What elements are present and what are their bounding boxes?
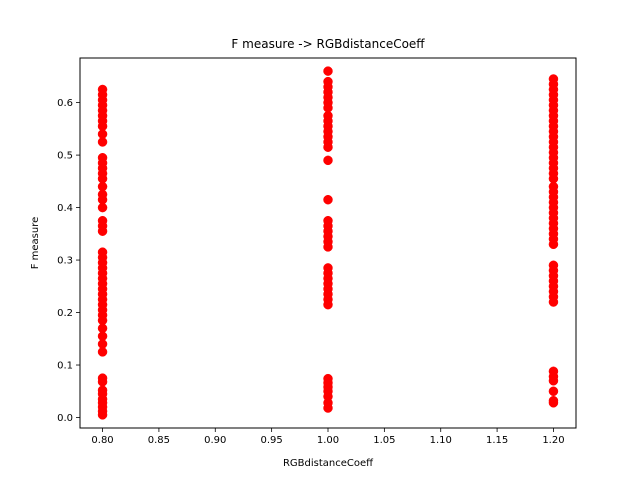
data-point (323, 155, 333, 166)
data-point (97, 247, 108, 257)
y-tick-label: 0.3 (57, 256, 73, 267)
x-tick-label: 1.05 (373, 435, 395, 446)
data-point (548, 260, 559, 271)
data-point (323, 194, 333, 205)
data-point (97, 152, 108, 163)
data-point (548, 74, 559, 84)
y-axis-label: F measure (30, 217, 41, 270)
y-tick-label: 0.6 (57, 98, 73, 109)
data-point (323, 215, 333, 226)
y-tick-label: 0.5 (57, 151, 73, 162)
data-point (97, 373, 108, 383)
x-tick-label: 1.00 (317, 435, 339, 446)
chart-title: F measure -> RGBdistanceCoeff (231, 37, 425, 51)
x-tick-label: 0.85 (148, 435, 170, 446)
y-tick-label: 0.2 (57, 308, 73, 319)
x-tick-label: 0.95 (261, 435, 283, 446)
x-axis-label: RGBdistanceCoeff (283, 458, 374, 469)
y-axis: 0.0 0.1 0.2 0.3 0.4 0.5 0.6 (57, 98, 80, 424)
points-layer (97, 66, 559, 420)
data-point (97, 385, 108, 395)
data-point (97, 215, 108, 226)
data-point (97, 84, 108, 95)
x-tick-label: 0.80 (91, 435, 113, 446)
x-tick-label: 1.15 (486, 435, 508, 446)
x-tick-label: 1.10 (430, 435, 452, 446)
y-tick-label: 0.0 (57, 413, 73, 424)
data-point (323, 263, 333, 273)
y-tick-label: 0.4 (57, 203, 73, 214)
data-point (323, 373, 333, 384)
data-point (548, 366, 559, 377)
data-point (548, 386, 559, 397)
x-axis: 0.80 0.85 0.90 0.95 1.00 1.05 1.10 1.15 1.20 (91, 428, 565, 446)
y-tick-label: 0.1 (57, 361, 73, 372)
x-tick-label: 1.20 (542, 435, 564, 446)
data-point (323, 76, 333, 87)
x-tick-label: 0.90 (204, 435, 226, 446)
data-point (323, 66, 333, 76)
data-point (548, 395, 559, 406)
